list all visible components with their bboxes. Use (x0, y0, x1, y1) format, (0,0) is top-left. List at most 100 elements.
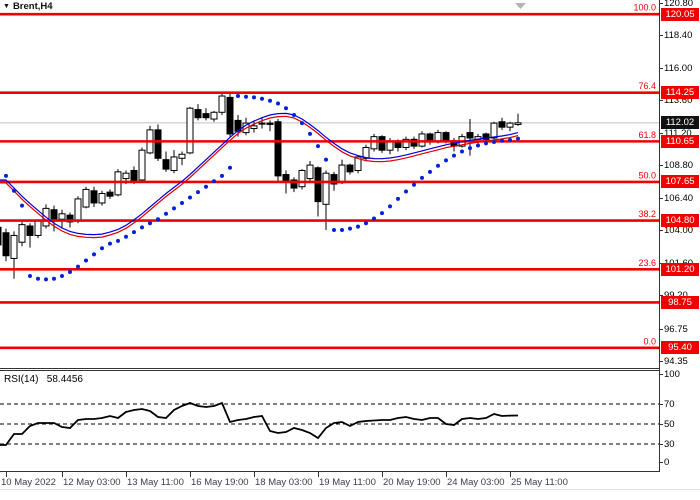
parabolic-sar-dot (372, 216, 376, 221)
candle (58, 209, 66, 229)
rsi-value: 58.4456 (46, 374, 83, 385)
parabolic-sar-dot (340, 228, 344, 233)
parabolic-sar-dot (324, 157, 328, 162)
candle (370, 133, 378, 152)
parabolic-sar-dot (356, 224, 360, 229)
candle (482, 132, 490, 141)
parabolic-sar-dot (236, 94, 240, 99)
price-tick-label: 111.20 (659, 128, 692, 139)
candle-body-bull (402, 138, 410, 148)
rsi-indicator-pane[interactable] (0, 370, 660, 473)
parabolic-sar-dot (364, 221, 368, 226)
candle-body-bear (282, 174, 290, 182)
price-level-badge: 104.80 (661, 214, 699, 227)
candle (450, 137, 458, 152)
candle (34, 219, 42, 239)
candle (154, 124, 162, 162)
candle-body-bull (322, 172, 330, 205)
candle-body-bull (186, 107, 194, 154)
time-tick-label: 10 May 2022 (1, 477, 56, 488)
candle-body-bear (90, 190, 98, 204)
price-tick-label: 99.20 (659, 290, 688, 301)
candle-body-bear (314, 167, 322, 203)
parabolic-sar-dot (316, 144, 320, 149)
parabolic-sar-dot (156, 217, 160, 222)
time-tick (190, 472, 191, 477)
parabolic-sar-dot (228, 165, 232, 170)
parabolic-sar-dot (452, 153, 456, 158)
candle (82, 186, 90, 209)
candle-body-bull (306, 164, 314, 180)
price-tick-label: 116.00 (658, 63, 693, 74)
candle-body-bull (170, 156, 178, 171)
parabolic-sar-dot (244, 94, 248, 99)
parabolic-sar-dot (388, 204, 392, 209)
parabolic-sar-dot (100, 246, 104, 251)
candle-body-bull (386, 141, 394, 151)
price-axis[interactable]: 120.80 118.40 116.00 113.60 111.20 108.80 106.… (658, 0, 700, 500)
price-tick-label: 106.40 (658, 193, 694, 204)
candle-body-bear (482, 133, 490, 140)
moving-average-fast (0, 112, 519, 236)
main-price-chart[interactable]: 100.0 76.4 61.8 50.0 38.2 23.6 0.0 (0, 0, 660, 370)
parabolic-sar-dot (180, 200, 184, 205)
parabolic-sar-dot (140, 225, 144, 230)
price-level-badge: 114.25 (661, 86, 699, 99)
candle-body-bull (362, 146, 370, 159)
time-tick-label: 16 May 19:00 (191, 477, 249, 488)
parabolic-sar-dot (20, 203, 24, 208)
candle-body-bear (410, 138, 418, 147)
parabolic-sar-dot (484, 141, 488, 146)
candle (362, 144, 370, 162)
candle (146, 125, 154, 155)
candle-body-bear (162, 159, 170, 170)
parabolic-sar-dot (12, 188, 16, 193)
rsi-scale-label: 70 (659, 399, 675, 410)
parabolic-sar-dot (436, 163, 440, 168)
fibonacci-level-label: 23.6 (638, 258, 656, 268)
candle-body-bull (122, 172, 130, 180)
candle (90, 186, 98, 208)
candle (498, 117, 506, 130)
parabolic-sar-dot (44, 277, 48, 282)
candle-body-bear (0, 226, 2, 246)
chart-shift-marker-icon[interactable] (515, 3, 526, 9)
candle (378, 135, 386, 153)
candle (338, 159, 346, 185)
candle (162, 151, 170, 172)
price-level-badge: 95.40 (661, 341, 699, 354)
price-tick-label: 120.80 (658, 0, 694, 9)
window-bottom-divider (0, 489, 700, 490)
candle-body-bear (266, 122, 274, 125)
parabolic-sar-dot (188, 195, 192, 200)
rsi-name: RSI(14) (4, 374, 39, 385)
candle (98, 190, 106, 206)
parabolic-sar-dot (268, 98, 272, 103)
candle-body-bear (330, 174, 338, 185)
price-tick-label: 113.60 (658, 95, 693, 106)
candle-body-bull (514, 122, 522, 125)
symbol-selector[interactable]: ▼ Brent,H4 (3, 1, 53, 12)
candle (186, 106, 194, 155)
candle-body-bull (114, 171, 122, 196)
parabolic-sar-dot (492, 140, 496, 145)
candle-body-bear (498, 121, 506, 128)
parabolic-sar-dot (132, 230, 136, 235)
candle (418, 131, 426, 148)
symbol-dropdown-icon[interactable]: ▼ (3, 3, 10, 10)
candle-body-bull (74, 198, 82, 222)
candle (298, 169, 306, 190)
price-tick-label: 96.75 (659, 324, 688, 335)
parabolic-sar-dot (204, 184, 208, 189)
fibonacci-level-label: 76.4 (638, 81, 656, 91)
parabolic-sar-dot (68, 269, 72, 274)
time-axis[interactable]: 10 May 2022 12 May 03:00 13 May 11:00 16 Ma… (0, 472, 700, 500)
candle (10, 231, 18, 279)
parabolic-sar-dot (348, 226, 352, 231)
parabolic-sar-dot (92, 252, 96, 257)
time-tick-label: 12 May 03:00 (63, 477, 121, 488)
time-tick (62, 472, 63, 477)
candle (250, 120, 258, 133)
candle-body-bull (178, 153, 186, 159)
